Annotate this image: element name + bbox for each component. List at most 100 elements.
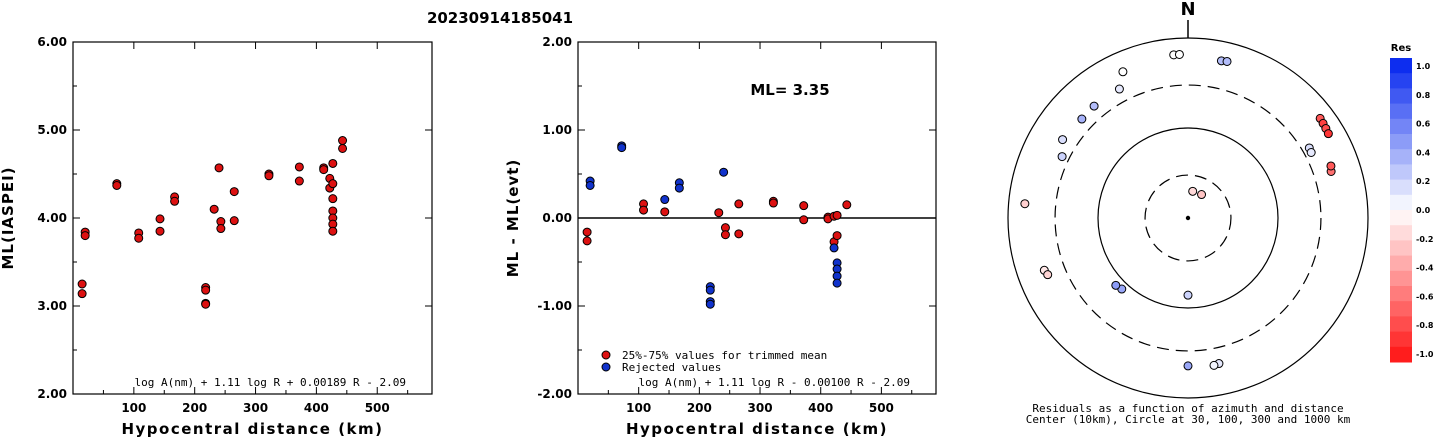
colorbar-title: Res (1391, 43, 1411, 54)
data-point (134, 233, 144, 243)
x-tick-label: 100 (626, 401, 651, 415)
colorbar-swatch (1390, 149, 1412, 165)
y-tick-label: 0.00 (542, 211, 572, 225)
plot-frame (72, 41, 433, 395)
colorbar-swatch (1390, 210, 1412, 226)
data-point (155, 226, 165, 236)
azimuth-residual-plot: N Residuals as a function of azimuth and … (1007, 0, 1369, 426)
colorbar-tick-label: 0.0 (1416, 206, 1431, 215)
y-tick-label: 3.00 (37, 299, 67, 313)
data-point (799, 201, 809, 211)
colorbar-tick-label: 0.8 (1416, 91, 1431, 100)
data-point (229, 216, 239, 226)
colorbar-swatch (1390, 58, 1412, 74)
colorbar-swatch (1390, 331, 1412, 348)
data-point (832, 278, 842, 288)
distance-ring (1144, 174, 1232, 262)
y-axis-label: ML(IASPEI) (0, 166, 17, 269)
station-marker (1183, 361, 1193, 371)
data-point (77, 279, 87, 289)
x-tick-label: 100 (121, 401, 146, 415)
data-point (328, 226, 338, 236)
data-point (328, 158, 338, 168)
x-tick-label: 500 (365, 401, 390, 415)
data-point (582, 227, 592, 237)
legend-label: Rejected values (622, 361, 721, 374)
legend-marker (601, 350, 611, 360)
station-marker (1043, 270, 1053, 280)
data-point (338, 136, 348, 146)
legend-label: 25%-75% values for trimmed mean (622, 349, 827, 362)
data-point (799, 215, 809, 225)
distance-ring (1007, 37, 1369, 399)
north-label: N (1180, 0, 1195, 20)
station-marker (1077, 114, 1087, 124)
station-marker (1111, 280, 1121, 290)
data-point (832, 210, 842, 220)
colorbar-swatch (1390, 316, 1412, 333)
y-tick-label: 4.00 (37, 211, 67, 225)
data-point (639, 205, 649, 215)
x-axis-label: Hypocentral distance (km) (121, 420, 383, 438)
data-point (328, 179, 338, 189)
data-point (660, 195, 670, 205)
colorbar-swatch (1390, 255, 1412, 272)
y-tick-label: -2.00 (537, 387, 572, 401)
data-point (768, 198, 778, 208)
x-tick-label: 400 (808, 401, 833, 415)
station-marker (1057, 152, 1067, 162)
x-tick-label: 400 (304, 401, 329, 415)
data-point (585, 180, 595, 190)
colorbar-tick-label: 0.6 (1416, 120, 1431, 129)
figure-title: 20230914185041 (427, 9, 573, 27)
formula-label: log A(nm) + 1.11 log R - 0.00100 R - 2.0… (638, 376, 910, 389)
station-marker (1188, 186, 1198, 196)
data-point (842, 200, 852, 210)
colorbar-swatch (1390, 73, 1412, 89)
x-tick-label: 200 (687, 401, 712, 415)
distance-ring (1097, 127, 1279, 309)
data-point (155, 214, 165, 224)
data-point (112, 180, 122, 190)
data-point (294, 162, 304, 172)
data-point (719, 167, 729, 177)
colorbar-swatch (1390, 301, 1412, 317)
y-tick-label: 1.00 (542, 123, 572, 137)
data-point (201, 299, 211, 309)
y-tick-label: -1.00 (537, 299, 572, 313)
y-tick-label: 2.00 (542, 35, 572, 49)
colorbar-tick-label: 0.2 (1416, 177, 1430, 186)
data-point (77, 289, 87, 299)
data-point (80, 231, 90, 241)
data-point (264, 171, 274, 181)
station-marker (1326, 161, 1336, 171)
epicenter-marker (1185, 215, 1191, 221)
station-marker (1089, 101, 1099, 111)
station-marker (1306, 147, 1316, 157)
formula-label: log A(nm) + 1.11 log R + 0.00189 R - 2.0… (134, 376, 406, 389)
data-point (294, 176, 304, 186)
data-point (734, 229, 744, 239)
station-marker (1323, 129, 1333, 139)
y-tick-label: 6.00 (37, 35, 67, 49)
colorbar-swatch (1390, 240, 1412, 257)
colorbar-swatch (1390, 103, 1412, 120)
colorbar-swatch (1390, 164, 1412, 181)
data-point (338, 143, 348, 153)
distance-ring (1054, 84, 1322, 352)
data-point (829, 243, 839, 253)
data-point (328, 194, 338, 204)
colorbar-swatch (1390, 134, 1412, 150)
colorbar-tick-label: -0.2 (1416, 235, 1434, 244)
data-point (216, 224, 226, 234)
colorbar-swatch (1390, 270, 1412, 287)
colorbar-swatch (1390, 286, 1412, 302)
station-marker (1058, 135, 1068, 145)
data-point (229, 187, 239, 197)
polar-caption-line1: Residuals as a function of azimuth and d… (1032, 402, 1343, 415)
station-marker (1197, 190, 1207, 200)
colorbar-swatch (1390, 118, 1412, 135)
x-tick-label: 500 (869, 401, 894, 415)
station-marker (1209, 360, 1219, 370)
x-tick-label: 300 (748, 401, 773, 415)
